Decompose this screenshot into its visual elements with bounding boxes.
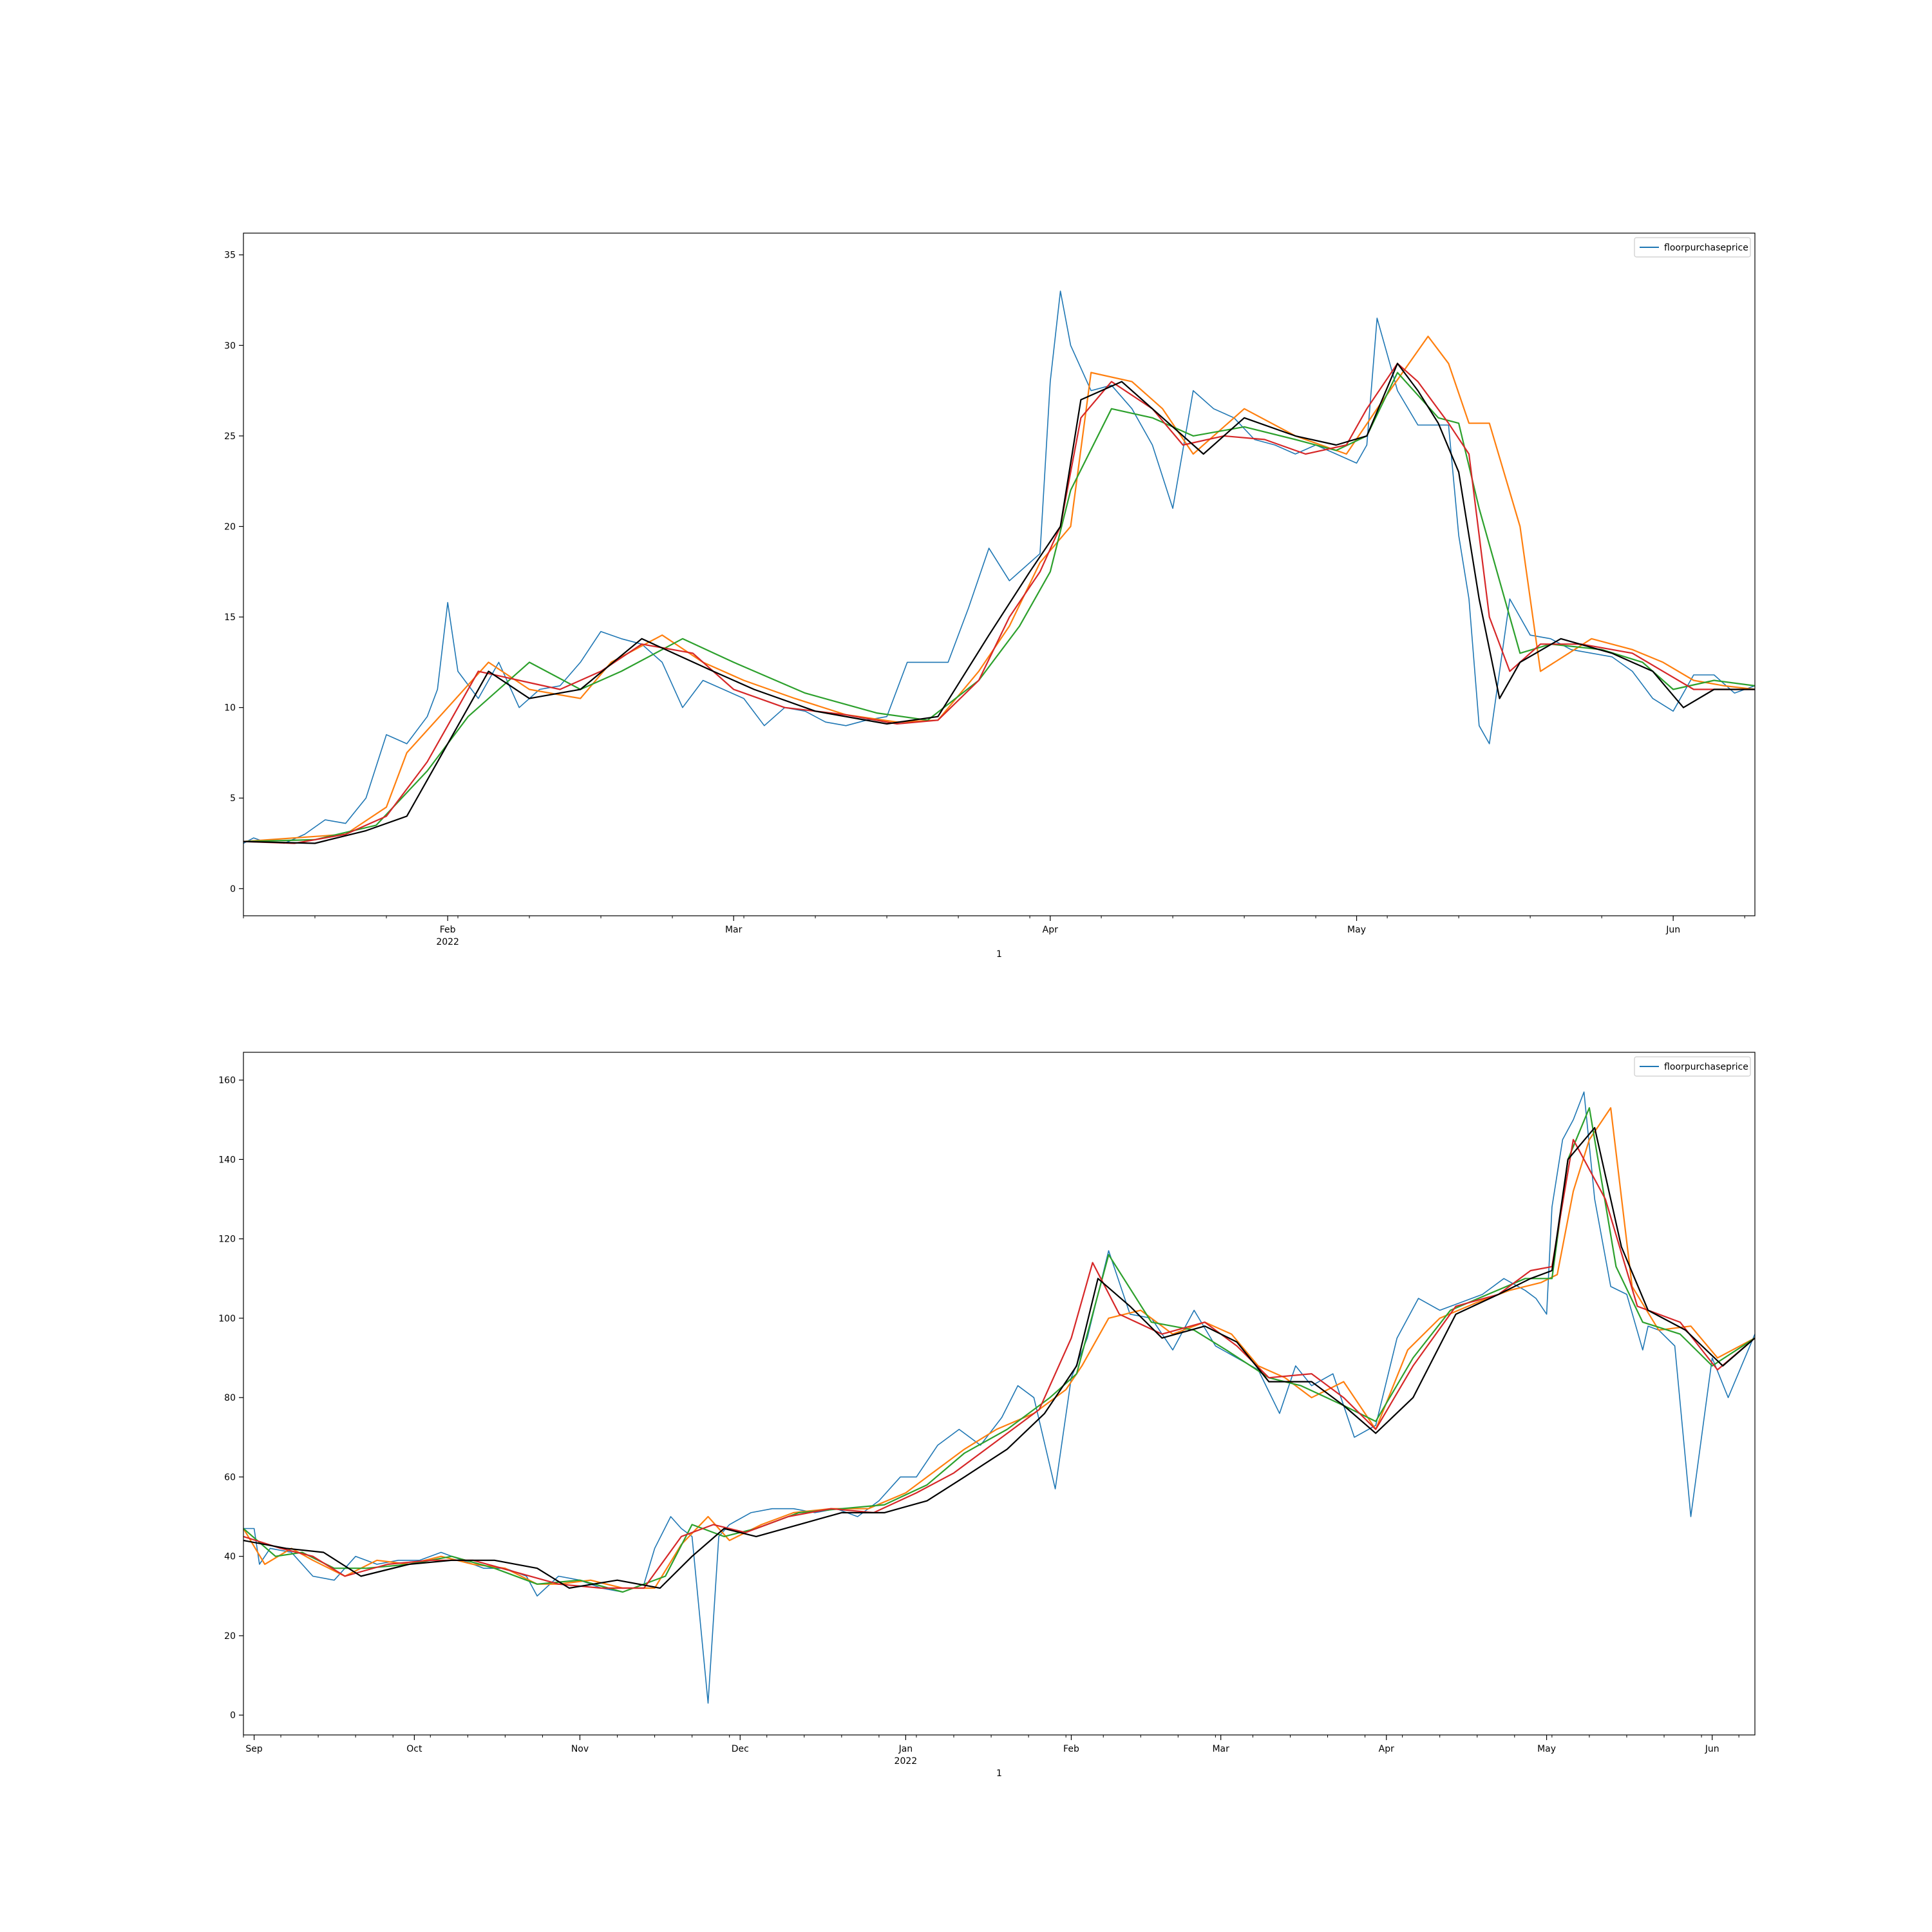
bottom-y-tick-label: 160	[218, 1075, 236, 1086]
top-y-tick-label: 0	[230, 884, 236, 895]
bottom-y-ticks: 0 20 40 60 80 100 120 140 160	[218, 1075, 243, 1721]
top-series-layer	[243, 290, 1756, 844]
top-x-tick-label: Jun	[1665, 925, 1680, 935]
top-x-axis-label: 1	[996, 949, 1002, 960]
bottom-x-tick-label: Dec	[732, 1744, 749, 1754]
bottom-plot-frame	[243, 1052, 1756, 1736]
top-legend-label: floorpurchaseprice	[1664, 243, 1748, 253]
chart-bottom: 0 20 40 60 80 100 120 140 160 Sep Oct Nov Dec Jan 202…	[218, 1052, 1756, 1779]
bottom-legend-label: floorpurchaseprice	[1664, 1062, 1748, 1072]
top-long-ma-line	[243, 363, 1755, 844]
chart-top: 0 5 10 15 20 25 30 35 Feb 2022 Mar Apr May Jun 1 flo…	[224, 232, 1756, 960]
top-x-tick-label: Apr	[1043, 925, 1058, 935]
top-x-tick-year-label: 2022	[436, 937, 459, 947]
bottom-y-tick-label: 0	[230, 1710, 236, 1721]
top-legend-box	[1634, 237, 1751, 258]
bottom-x-tick-label: Jan	[898, 1744, 913, 1754]
bottom-x-tick-label: Mar	[1212, 1744, 1229, 1754]
bottom-y-tick-label: 20	[224, 1631, 236, 1642]
top-y-tick-label: 10	[224, 703, 236, 714]
bottom-x-tick-label: Oct	[406, 1744, 422, 1754]
top-y-tick-label: 35	[224, 251, 236, 261]
bottom-y-tick-label: 120	[218, 1235, 236, 1245]
bottom-x-axis-label: 1	[996, 1768, 1002, 1779]
bottom-legend: floorpurchaseprice	[1634, 1056, 1751, 1077]
top-raw-price-line	[243, 290, 1756, 844]
top-x-tick-label: Mar	[725, 925, 743, 935]
top-x-tick-label: Feb	[440, 925, 456, 935]
bottom-y-tick-label: 80	[224, 1393, 236, 1403]
top-x-tick-label: May	[1347, 925, 1366, 935]
bottom-legend-box	[1634, 1056, 1751, 1077]
bottom-x-tick-label: May	[1537, 1744, 1556, 1754]
bottom-x-tick-year-label: 2022	[895, 1756, 918, 1766]
bottom-y-tick-label: 100	[218, 1314, 236, 1324]
top-y-ticks: 0 5 10 15 20 25 30 35	[224, 251, 243, 895]
top-plot-frame	[243, 232, 1756, 916]
top-y-tick-label: 5	[230, 793, 236, 804]
bottom-x-tick-label: Jun	[1705, 1744, 1719, 1754]
top-undefined	[243, 363, 1755, 844]
bottom-y-tick-label: 60	[224, 1472, 236, 1482]
top-x-ticks: Feb 2022 Mar Apr May Jun	[243, 916, 1745, 947]
bottom-x-tick-label: Sep	[245, 1744, 263, 1754]
bottom-undefined	[243, 1126, 1756, 1589]
bottom-x-ticks: Sep Oct Nov Dec Jan 2022 Feb Mar Apr May Jun	[243, 1735, 1739, 1766]
bottom-x-tick-label: Apr	[1379, 1744, 1394, 1754]
top-y-tick-label: 15	[224, 612, 236, 623]
bottom-x-tick-label: Nov	[571, 1744, 589, 1754]
bottom-mid-ma-line	[243, 1107, 1756, 1593]
bottom-long-ma-line	[243, 1139, 1756, 1589]
bottom-y-tick-label: 140	[218, 1155, 236, 1165]
bottom-x-tick-label: Feb	[1063, 1744, 1079, 1754]
top-y-tick-label: 20	[224, 522, 236, 532]
top-legend: floorpurchaseprice	[1634, 237, 1751, 258]
bottom-series-layer	[243, 1091, 1756, 1704]
top-y-tick-label: 30	[224, 341, 236, 351]
top-y-tick-label: 25	[224, 431, 236, 442]
bottom-y-tick-label: 40	[224, 1552, 236, 1562]
